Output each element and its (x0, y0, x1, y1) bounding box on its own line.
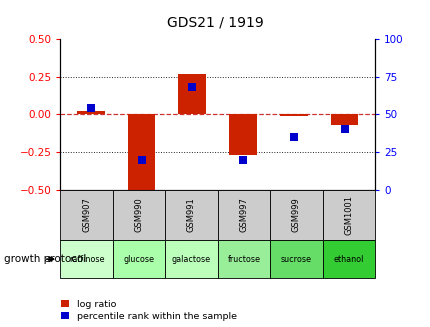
Text: ethanol: ethanol (333, 255, 363, 264)
Text: galactose: galactose (172, 255, 211, 264)
Legend: log ratio, percentile rank within the sample: log ratio, percentile rank within the sa… (61, 300, 236, 321)
Point (138, 157, 144, 162)
Point (188, 85, 195, 90)
Text: fructose: fructose (227, 255, 260, 264)
Bar (279, 114, 307, 116)
Text: GSM997: GSM997 (239, 198, 248, 232)
Text: GSM990: GSM990 (134, 198, 143, 232)
Bar (330, 114, 358, 125)
Bar (178, 74, 206, 114)
Text: GSM907: GSM907 (82, 198, 91, 232)
Text: growth protocol: growth protocol (4, 254, 86, 264)
Text: GSM999: GSM999 (291, 198, 300, 232)
Bar (127, 114, 155, 190)
Text: glucose: glucose (123, 255, 154, 264)
Point (239, 157, 246, 162)
Bar (77, 112, 104, 114)
Point (340, 127, 347, 132)
Point (87, 106, 94, 111)
Bar (228, 114, 256, 155)
Text: GDS21 / 1919: GDS21 / 1919 (167, 15, 263, 29)
Text: GSM991: GSM991 (187, 198, 196, 232)
Text: GSM1001: GSM1001 (344, 195, 353, 235)
Point (290, 134, 297, 140)
Text: raffinose: raffinose (69, 255, 104, 264)
Text: sucrose: sucrose (280, 255, 311, 264)
